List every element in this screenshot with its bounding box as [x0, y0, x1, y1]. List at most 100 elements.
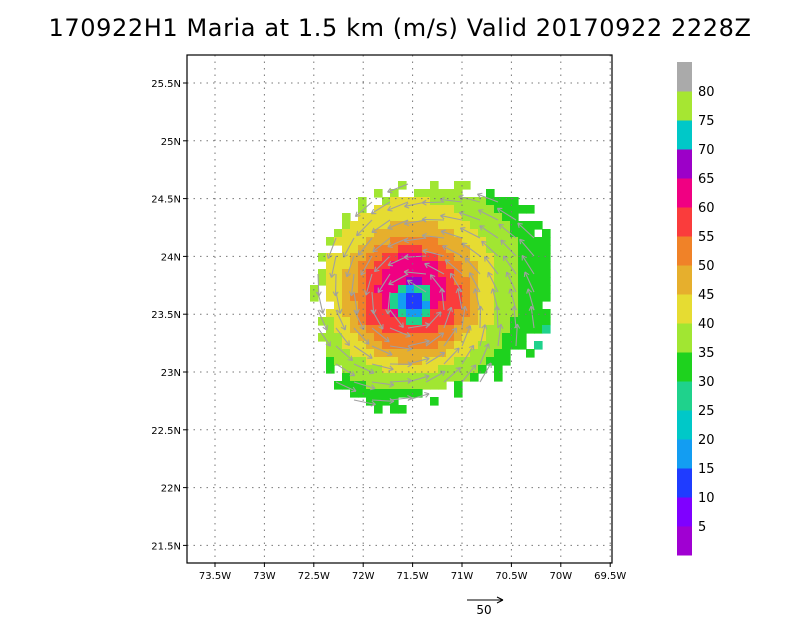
- wind-vector: [346, 255, 355, 277]
- wind-cell: [502, 205, 511, 214]
- wind-vector-head: [319, 308, 325, 314]
- wind-cell: [446, 309, 455, 318]
- lat-tick-label: 25.5N: [151, 79, 181, 90]
- wind-cell: [398, 317, 407, 326]
- wind-cell: [510, 237, 519, 246]
- wind-cell: [494, 237, 503, 246]
- wind-cell: [374, 397, 383, 406]
- wind-cell: [406, 349, 415, 358]
- wind-cell: [430, 205, 439, 214]
- wind-vector-head: [388, 279, 394, 286]
- wind-cell: [382, 261, 391, 270]
- wind-cell: [526, 229, 535, 238]
- wind-cell: [438, 325, 447, 334]
- wind-cell: [430, 357, 439, 366]
- wind-vector-head: [406, 279, 413, 285]
- wind-cell: [374, 245, 383, 254]
- wind-vector: [387, 183, 409, 193]
- wind-cell: [366, 349, 375, 358]
- wind-vector: [443, 327, 458, 347]
- wind-cell: [454, 381, 463, 390]
- wind-cell: [374, 365, 383, 374]
- wind-vector: [521, 255, 535, 275]
- reference-vector-label: 50: [476, 603, 491, 617]
- wind-cell: [334, 381, 343, 390]
- wind-vector-head: [424, 338, 430, 345]
- wind-cell: [510, 269, 519, 278]
- wind-cell: [398, 349, 407, 358]
- wind-vector: [407, 340, 430, 347]
- wind-cell: [390, 229, 399, 238]
- wind-cell: [534, 293, 543, 302]
- wind-cell: [486, 349, 495, 358]
- wind-cell: [374, 301, 383, 310]
- wind-vector-head: [444, 259, 451, 265]
- wind-vector-head: [387, 187, 393, 194]
- wind-vector-head: [350, 386, 357, 393]
- wind-vector: [515, 324, 518, 347]
- wind-cell: [390, 373, 399, 382]
- wind-cell: [358, 341, 367, 350]
- wind-vector: [317, 327, 331, 347]
- wind-cell: [366, 333, 375, 342]
- wind-cell: [430, 189, 439, 198]
- wind-cell: [446, 205, 455, 214]
- wind-cell: [462, 325, 471, 334]
- wind-cell: [510, 333, 519, 342]
- wind-cell: [518, 269, 527, 278]
- wind-vector-head: [439, 351, 446, 358]
- wind-cell: [318, 333, 327, 342]
- wind-cell: [406, 285, 415, 294]
- wind-cell: [478, 293, 487, 302]
- wind-cell: [494, 285, 503, 294]
- wind-cell: [382, 221, 391, 230]
- wind-cell: [342, 237, 351, 246]
- wind-vector: [425, 370, 446, 383]
- wind-cell: [502, 197, 511, 206]
- wind-vector: [407, 393, 430, 401]
- wind-cell: [350, 349, 359, 358]
- wind-cell: [390, 189, 399, 198]
- wind-vector: [487, 272, 499, 293]
- wind-vector-head: [461, 242, 468, 248]
- wind-cell: [390, 365, 399, 374]
- colorbar-swatch: [677, 352, 692, 382]
- wind-cell: [406, 301, 415, 310]
- wind-vector-head: [505, 271, 512, 278]
- wind-cell: [414, 389, 423, 398]
- wind-cell: [342, 277, 351, 286]
- wind-cell: [398, 237, 407, 246]
- wind-vector: [479, 305, 482, 329]
- wind-vector: [407, 324, 430, 329]
- wind-vector: [450, 272, 463, 293]
- wind-cell: [430, 237, 439, 246]
- lon-tick-label: 72W: [352, 571, 375, 582]
- wind-cell: [430, 285, 439, 294]
- colorbar-swatch: [677, 497, 692, 527]
- wind-vector-head: [459, 227, 466, 233]
- wind-vector: [497, 324, 502, 347]
- wind-cell: [398, 373, 407, 382]
- wind-vector: [509, 288, 517, 311]
- wind-cell: [438, 309, 447, 318]
- wind-vector-head: [454, 347, 460, 354]
- wind-vector: [335, 345, 353, 361]
- wind-cell: [366, 389, 375, 398]
- wind-vector: [389, 397, 412, 401]
- wind-cell: [478, 197, 487, 206]
- wind-vector: [459, 211, 481, 221]
- wind-cell: [430, 253, 439, 262]
- wind-cell: [342, 373, 351, 382]
- wind-vector-head: [403, 220, 410, 227]
- wind-cell: [462, 181, 471, 190]
- wind-cell: [494, 261, 503, 270]
- wind-vector-head: [364, 290, 370, 296]
- colorbar-label: 5: [698, 520, 706, 535]
- wind-vector-head: [404, 202, 410, 209]
- lon-tick-label: 72.5W: [298, 571, 330, 582]
- wind-vector: [443, 347, 460, 365]
- lat-tick-label: 24N: [161, 252, 181, 263]
- wind-vector-head: [403, 269, 409, 276]
- wind-cell: [422, 301, 431, 310]
